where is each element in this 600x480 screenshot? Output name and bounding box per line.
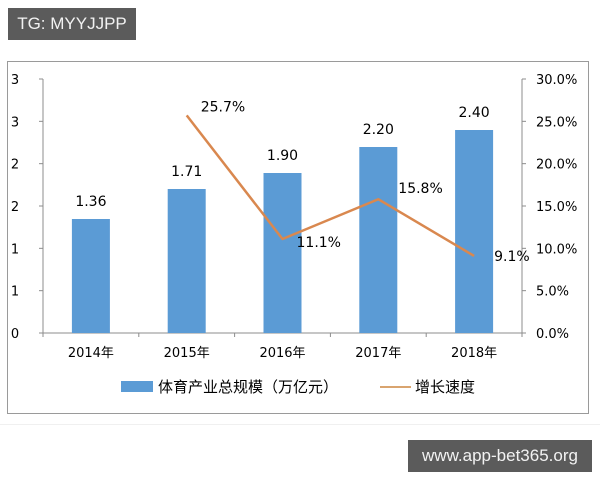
right-tick-label: 0.0% xyxy=(536,327,569,342)
bar-2017年 xyxy=(359,147,398,333)
line-value-label: 9.1% xyxy=(494,249,530,265)
bar-value-label: 1.71 xyxy=(171,164,202,180)
legend-bar-swatch xyxy=(121,381,153,392)
bar-value-label: 2.40 xyxy=(459,105,490,121)
line-value-label: 11.1% xyxy=(297,235,341,251)
x-category-label: 2017年 xyxy=(355,346,401,361)
right-tick-label: 20.0% xyxy=(536,158,577,173)
legend-bar-label: 体育产业总规模（万亿元） xyxy=(158,378,338,396)
left-tick-label: 3 xyxy=(11,115,19,130)
legend-line-label: 增长速度 xyxy=(415,378,475,396)
left-tick-label: 2 xyxy=(11,200,19,215)
bar-value-label: 1.36 xyxy=(75,194,106,210)
right-tick-label: 25.0% xyxy=(536,115,577,130)
left-tick-label: 1 xyxy=(11,242,19,257)
left-tick-label: 0 xyxy=(11,327,19,342)
bar-2015年 xyxy=(167,189,206,333)
bar-value-label: 1.90 xyxy=(267,148,298,164)
x-category-label: 2016年 xyxy=(259,346,305,361)
left-tick-label: 1 xyxy=(11,285,19,300)
chart-frame xyxy=(7,61,589,414)
bar-2016年 xyxy=(263,173,302,333)
right-tick-label: 30.0% xyxy=(536,73,577,88)
right-tick-label: 10.0% xyxy=(536,242,577,257)
x-category-label: 2018年 xyxy=(451,346,497,361)
line-value-label: 25.7% xyxy=(201,99,245,115)
right-tick-label: 15.0% xyxy=(536,200,577,215)
bar-2014年 xyxy=(71,219,110,333)
watermark-bottom: www.app-bet365.org xyxy=(408,440,592,472)
bar-2018年 xyxy=(455,130,494,333)
left-tick-label: 3 xyxy=(11,73,19,88)
bar-value-label: 2.20 xyxy=(363,122,394,138)
left-tick-label: 2 xyxy=(11,158,19,173)
right-tick-label: 5.0% xyxy=(536,285,569,300)
line-value-label: 15.8% xyxy=(398,181,442,197)
growth-rate-line xyxy=(185,114,475,258)
watermark-top: TG: MYYJJPP xyxy=(8,8,136,40)
divider xyxy=(0,424,600,425)
x-category-label: 2015年 xyxy=(164,346,210,361)
x-category-label: 2014年 xyxy=(68,346,114,361)
